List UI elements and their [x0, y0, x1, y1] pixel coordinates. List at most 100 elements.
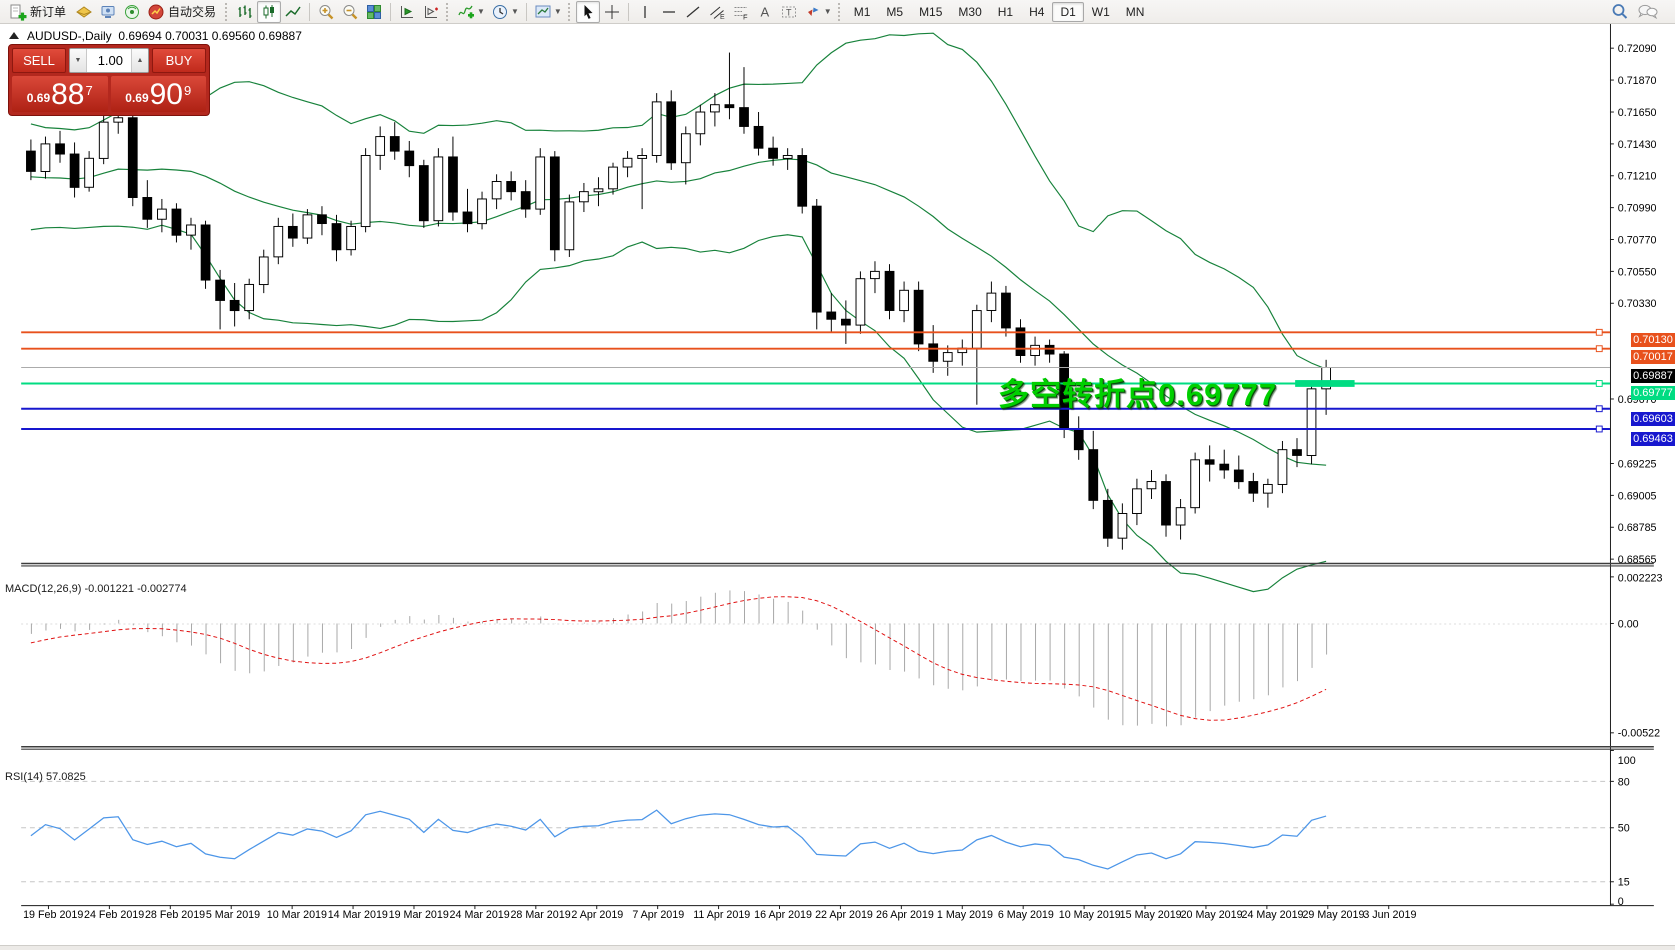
timeframe-m15-button[interactable]: M15: [919, 4, 943, 19]
rsi-line: [30, 809, 1327, 870]
price-axis-label: 0.71430: [1618, 139, 1657, 151]
candle-body: [1233, 469, 1244, 483]
autotrading-label: 自动交易: [168, 5, 217, 19]
macd-axis-label: -0.00522: [1618, 728, 1660, 740]
price-axis-label: 0.72090: [1618, 43, 1657, 55]
timeframe-mn-button[interactable]: MN: [1125, 4, 1145, 19]
date-axis-label: 19 Feb 2019: [23, 909, 83, 921]
date-axis-label: 28 Mar 2019: [510, 909, 570, 921]
candle-body: [986, 292, 997, 311]
cursor-tool-button[interactable]: [575, 0, 600, 23]
bar-chart-mode-button[interactable]: [233, 1, 257, 23]
candle-body: [477, 198, 487, 225]
text-tool-button[interactable]: A: [753, 1, 777, 23]
candlestick-mode-button[interactable]: [257, 0, 282, 23]
candle-body: [1262, 483, 1273, 494]
tile-windows-icon: [367, 4, 382, 19]
level-highlight-segment[interactable]: [1295, 380, 1355, 387]
depth-of-market-button[interactable]: [72, 1, 96, 23]
svg-text:T: T: [786, 7, 792, 17]
autotrading-button[interactable]: 自动交易: [144, 1, 222, 23]
level-line-handle[interactable]: [1595, 405, 1603, 413]
toolbar-separator: [390, 2, 392, 21]
level-line-handle[interactable]: [1595, 425, 1603, 433]
volume-increase-button[interactable]: ▲: [131, 49, 148, 72]
bid-price-tile[interactable]: 0.69 88 7: [12, 76, 108, 112]
sell-button[interactable]: SELL: [12, 48, 66, 73]
ask-price-tile[interactable]: 0.69 90 9: [110, 76, 206, 112]
price-level-badge: 0.70017: [1631, 350, 1675, 364]
candle-body: [317, 214, 327, 225]
level-line-handle[interactable]: [1595, 328, 1603, 336]
timeframe-m30-button[interactable]: M30: [958, 4, 982, 19]
ohlc-bars-icon: [238, 5, 252, 18]
candle-body: [346, 225, 356, 251]
channel-tool-button[interactable]: E: [705, 1, 729, 23]
price-axis-label: 0.70990: [1618, 203, 1657, 215]
date-axis-label: 26 Apr 2019: [876, 909, 934, 921]
timeframe-m1-button[interactable]: M1: [853, 4, 871, 19]
chart-canvas[interactable]: 0.72090 0.71870 0.71650 0.71430 0.71210 0.709…: [0, 24, 1675, 950]
templates-button[interactable]: ▼: [531, 1, 565, 23]
candle-body: [841, 318, 851, 326]
new-order-button[interactable]: 新订单: [6, 1, 72, 23]
timeframe-h4-button[interactable]: H4: [1029, 4, 1045, 19]
price-axis-label: 0.71650: [1618, 107, 1657, 119]
date-axis-label: 5 Mar 2019: [206, 909, 260, 921]
candle-body: [549, 156, 560, 251]
autotrading-icon: [148, 4, 164, 19]
buy-button[interactable]: BUY: [152, 48, 206, 73]
candle-body: [1292, 449, 1302, 456]
date-axis-label: 14 Mar 2019: [328, 909, 388, 921]
volume-value[interactable]: 1.00: [87, 49, 131, 72]
level-line-handle[interactable]: [1595, 345, 1603, 353]
date-axis-label: 19 Mar 2019: [389, 909, 449, 921]
chart-annotation-text[interactable]: 多空转折点0.69777: [998, 377, 1278, 412]
candle-body: [1306, 388, 1317, 457]
zoom-in-button[interactable]: [314, 1, 338, 23]
indicators-button[interactable]: ▼: [454, 1, 488, 23]
ask-price-small: 0.69: [125, 91, 149, 105]
price-level-badge: 0.70130: [1631, 333, 1675, 347]
candle-body: [1132, 488, 1142, 515]
candle-body: [1219, 463, 1230, 471]
fibonacci-tool-button[interactable]: F: [729, 1, 753, 23]
auto-scroll-button[interactable]: [395, 1, 419, 23]
arrows-icon: [807, 7, 819, 16]
horizontal-line-tool-button[interactable]: [657, 1, 681, 23]
dropdown-caret: ▼: [477, 6, 485, 16]
macd-indicator-label: MACD(12,26,9) -0.001221 -0.002774: [5, 583, 187, 595]
chart-shift-button[interactable]: [419, 1, 443, 23]
arrows-tool-button[interactable]: ▼: [801, 1, 835, 23]
signals-button[interactable]: [120, 1, 144, 23]
candle-body: [69, 153, 80, 188]
rsi-axis-label: 50: [1618, 823, 1630, 835]
line-chart-mode-button[interactable]: [281, 1, 305, 23]
trendline-tool-button[interactable]: [681, 1, 705, 23]
candle-body: [287, 225, 298, 239]
timeframe-w1-button[interactable]: W1: [1091, 4, 1110, 19]
collapse-panel-arrow[interactable]: [9, 32, 19, 39]
text-label-tool-button[interactable]: T: [777, 1, 801, 23]
gold-layers-icon: [76, 5, 92, 18]
date-axis-label: 6 May 2019: [998, 909, 1054, 921]
search-button[interactable]: [1607, 1, 1633, 23]
periods-button[interactable]: ▼: [488, 1, 522, 23]
tile-windows-button[interactable]: [362, 1, 386, 23]
crosshair-tool-button[interactable]: [600, 1, 624, 23]
level-line-handle[interactable]: [1595, 380, 1603, 387]
timeframe-m5-button[interactable]: M5: [886, 4, 904, 19]
timeframe-d1-button[interactable]: D1: [1052, 1, 1084, 22]
chat-button[interactable]: [1633, 1, 1663, 23]
terminal-button[interactable]: [96, 1, 120, 23]
zoom-out-button[interactable]: [338, 1, 362, 23]
timeframe-h1-button[interactable]: H1: [997, 4, 1014, 19]
cursor-icon: [584, 4, 593, 19]
price-level-badge: 0.69463: [1631, 432, 1675, 446]
volume-decrease-button[interactable]: ▼: [70, 49, 87, 72]
candle-body: [724, 104, 735, 109]
vertical-line-tool-button[interactable]: [633, 1, 657, 23]
price-axis-label: 0.70550: [1618, 266, 1657, 278]
candle-body: [651, 101, 662, 156]
price-axis-label: 0.70330: [1618, 298, 1657, 310]
